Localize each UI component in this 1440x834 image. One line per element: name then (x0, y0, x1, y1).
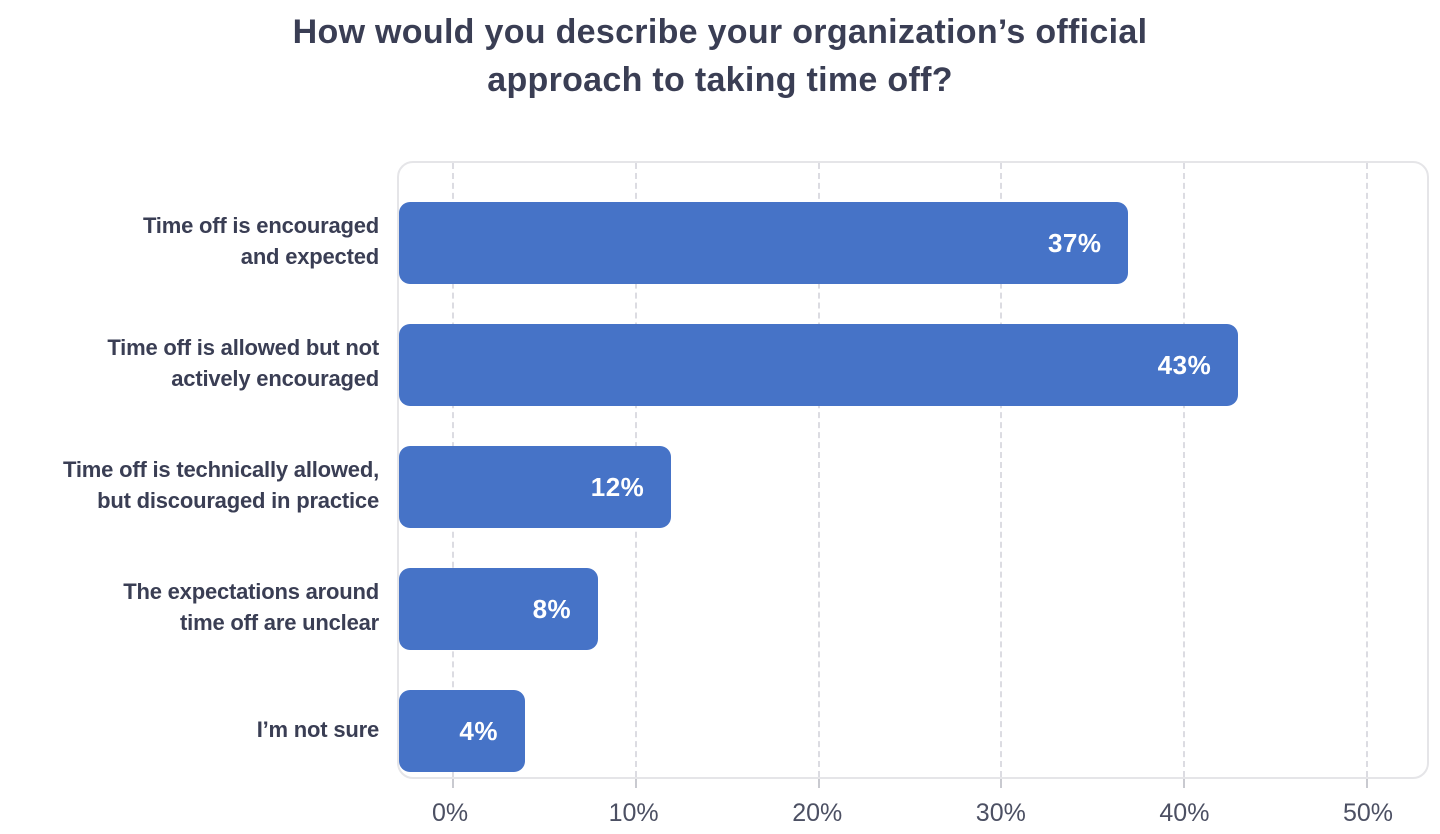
x-axis-tick (1000, 779, 1003, 788)
gridline (1000, 163, 1003, 777)
category-label: Time off is allowed but not actively enc… (107, 335, 379, 391)
x-axis-tick-label: 50% (1342, 799, 1394, 827)
bar-value-label: 43% (1157, 349, 1212, 380)
x-axis-tick-label: 30% (975, 799, 1026, 827)
x-axis: 0% 10% 20% 30% 40% 50% (397, 799, 1429, 831)
bar: 8% (399, 568, 599, 650)
x-axis-tick (817, 779, 820, 788)
chart-title-line1: How would you describe your organization… (292, 13, 1148, 51)
x-axis-tick (1366, 779, 1369, 788)
plot-area: 37% 43% 12% 8% 4% (397, 161, 1429, 788)
x-axis-tick-label: 10% (608, 799, 659, 827)
gridline (817, 163, 820, 777)
x-axis-tick-label: 40% (1159, 799, 1210, 827)
x-axis-tick (634, 779, 637, 788)
bar-row: 37% (399, 182, 1427, 304)
category-row: Time off is technically allowed, but dis… (0, 424, 379, 546)
category-label: Time off is technically allowed, but dis… (63, 457, 379, 513)
x-axis-tick-label: 0% (431, 799, 469, 827)
bar: 4% (399, 690, 525, 772)
category-label: I’m not sure (256, 716, 379, 742)
gridline (1183, 163, 1186, 777)
category-row: I’m not sure (0, 668, 379, 790)
bar-row: 8% (399, 548, 1427, 670)
bar-row: 12% (399, 426, 1427, 548)
bar-value-label: 37% (1047, 227, 1102, 258)
x-axis-tick (451, 779, 454, 788)
bar-value-label: 12% (590, 471, 645, 502)
category-row: Time off is allowed but not actively enc… (0, 302, 379, 424)
bars-container: 37% 43% 12% 8% 4% (399, 163, 1427, 777)
category-row: The expectations around time off are unc… (0, 546, 379, 668)
category-label: The expectations around time off are unc… (123, 579, 379, 635)
category-labels-column: Time off is encouraged and expected Time… (0, 180, 379, 790)
bar-row: 43% (399, 304, 1427, 426)
x-axis-tick-label: 20% (792, 799, 843, 827)
chart-title-line2: approach to taking time off? (487, 61, 953, 99)
x-axis-tick (1183, 779, 1186, 788)
category-label: Time off is encouraged and expected (142, 213, 379, 269)
bar: 12% (399, 446, 672, 528)
bar-row: 4% (399, 670, 1427, 792)
bar: 37% (399, 202, 1129, 284)
gridline (1366, 163, 1369, 777)
bar-value-label: 4% (459, 715, 498, 746)
category-row: Time off is encouraged and expected (0, 180, 379, 302)
bar-value-label: 8% (532, 593, 572, 624)
chart-title: How would you describe your organization… (0, 8, 1440, 104)
bar: 43% (399, 324, 1239, 406)
